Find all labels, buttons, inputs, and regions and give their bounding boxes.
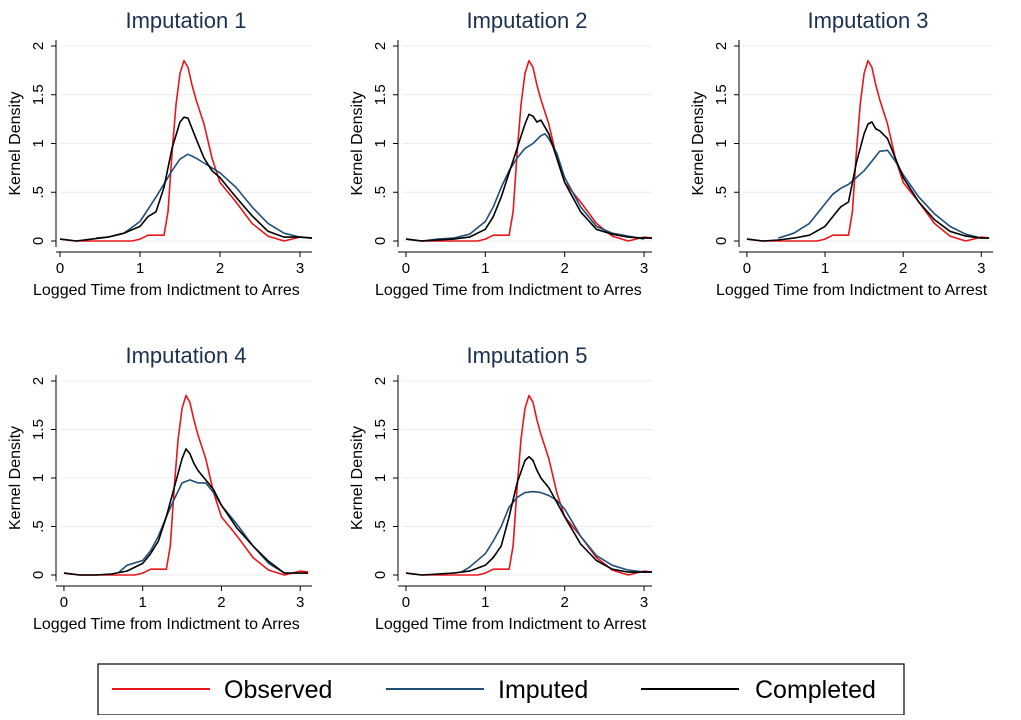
y-tick-label: 1 [713, 139, 730, 147]
y-tick-label: .5 [30, 186, 47, 199]
chart-title: Imputation 2 [466, 8, 587, 33]
series-line-imputed [118, 479, 285, 574]
y-tick-label: 1.5 [372, 419, 389, 440]
x-axis-label: Logged Time from Indictment to Arrest [375, 616, 647, 633]
y-tick-label: .5 [713, 186, 730, 199]
series-line-completed [63, 448, 309, 576]
x-tick-label: 2 [899, 260, 907, 277]
series-line-completed [405, 455, 652, 576]
y-tick-label: 1 [372, 474, 389, 482]
chart-title: Imputation 1 [125, 8, 246, 33]
series-line-observed [746, 59, 990, 242]
y-tick-label: 1 [372, 139, 389, 147]
x-axis-label: Logged Time from Indictment to Arres [375, 282, 642, 299]
x-tick-label: 0 [743, 260, 751, 277]
chart-title: Imputation 3 [807, 8, 928, 33]
x-tick-label: 3 [977, 260, 985, 277]
y-tick-label: 2 [30, 377, 47, 385]
chart-panel-3: 0 .5 1 1.5 2 0 1 2 3 Imputation 3 Kernel Density Lo… [690, 8, 993, 299]
legend-label-observed: Observed [224, 676, 332, 704]
y-tick-label: 0 [372, 237, 389, 245]
y-tick-label: .5 [372, 520, 389, 533]
chart-panel-5: 0 .5 1 1.5 2 0 1 2 3 Imputation 5 Kernel Density Lo… [349, 343, 653, 633]
y-tick-label: 0 [30, 237, 47, 245]
y-tick-label: 2 [30, 42, 47, 50]
series-line-completed [405, 113, 652, 242]
series-line-observed [405, 59, 653, 242]
y-tick-label: 2 [372, 377, 389, 385]
chart-panel-4: 0 .5 1 1.5 2 0 1 2 3 Imputation 4 Kernel Density Lo… [7, 343, 312, 633]
series-line-observed [59, 59, 313, 242]
x-tick-label: 0 [402, 260, 410, 277]
series-line-observed [63, 394, 309, 576]
y-axis-label: Kernel Density [7, 426, 24, 530]
x-tick-label: 0 [402, 594, 410, 611]
y-tick-label: .5 [30, 520, 47, 533]
chart-panel-1: 0 .5 1 1.5 2 0 1 2 3 Imputation 1 Kernel Density Lo… [7, 8, 313, 299]
x-axis-label: Logged Time from Indictment to Arres [33, 282, 300, 299]
x-tick-label: 1 [139, 594, 147, 611]
legend: Observed Imputed Completed [97, 663, 905, 716]
y-axis-label: Kernel Density [690, 91, 707, 195]
series-line-completed [746, 121, 990, 242]
chart-title: Imputation 5 [466, 343, 587, 368]
y-tick-label: 1.5 [713, 84, 730, 105]
series-line-imputed [777, 149, 982, 239]
x-tick-label: 0 [60, 594, 68, 611]
chart-title: Imputation 4 [125, 343, 246, 368]
y-tick-label: 1 [30, 474, 47, 482]
y-axis-label: Kernel Density [349, 426, 366, 530]
x-tick-label: 3 [296, 260, 304, 277]
y-tick-label: 2 [713, 42, 730, 50]
x-tick-label: 2 [217, 594, 225, 611]
legend-label-imputed: Imputed [498, 676, 588, 704]
x-tick-label: 3 [296, 594, 304, 611]
legend-box [97, 663, 905, 716]
series-line-imputed [95, 153, 313, 239]
series-line-imputed [461, 490, 652, 573]
x-tick-label: 2 [561, 260, 569, 277]
x-tick-label: 1 [821, 260, 829, 277]
y-tick-label: 0 [30, 571, 47, 579]
series-line-imputed [405, 133, 645, 242]
legend-label-completed: Completed [755, 676, 876, 704]
y-tick-label: 1 [30, 139, 47, 147]
y-axis-label: Kernel Density [349, 91, 366, 195]
y-tick-label: 0 [372, 571, 389, 579]
x-tick-label: 3 [640, 260, 648, 277]
y-tick-label: 2 [372, 42, 389, 50]
x-tick-label: 0 [56, 260, 64, 277]
x-tick-label: 1 [481, 260, 489, 277]
series-line-completed [59, 116, 313, 242]
x-axis-label: Logged Time from Indictment to Arrest [716, 282, 988, 299]
y-tick-label: .5 [372, 186, 389, 199]
x-axis-label: Logged Time from Indictment to Arres [33, 616, 300, 633]
y-tick-label: 0 [713, 237, 730, 245]
series-line-observed [405, 394, 653, 576]
x-tick-label: 3 [640, 594, 648, 611]
y-tick-label: 1.5 [30, 84, 47, 105]
y-tick-label: 1.5 [372, 84, 389, 105]
y-axis-label: Kernel Density [7, 91, 24, 195]
y-tick-label: 1.5 [30, 419, 47, 440]
chart-panel-2: 0 .5 1 1.5 2 0 1 2 3 Imputation 2 Kernel Density Lo… [349, 8, 653, 299]
x-tick-label: 2 [216, 260, 224, 277]
x-tick-label: 1 [136, 260, 144, 277]
x-tick-label: 1 [481, 594, 489, 611]
x-tick-label: 2 [561, 594, 569, 611]
